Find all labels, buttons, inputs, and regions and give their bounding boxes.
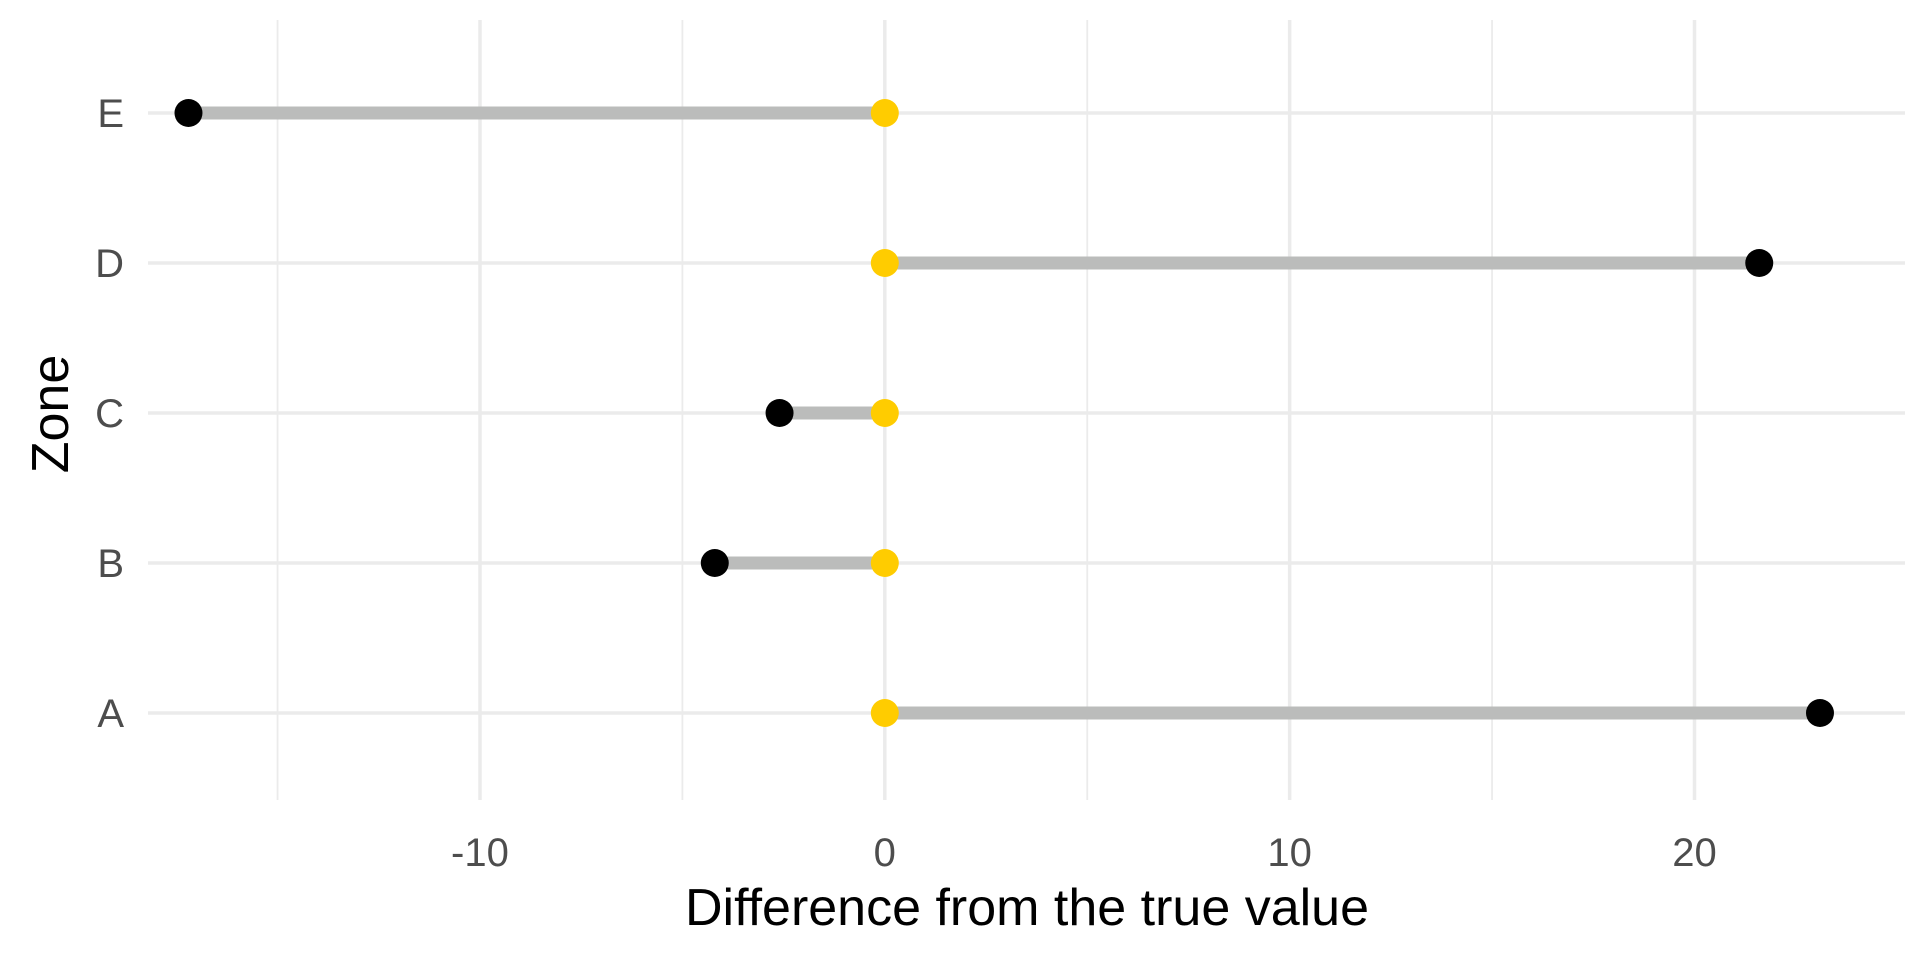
difference-point: [1745, 249, 1774, 277]
y-tick-label: B: [97, 542, 124, 586]
y-axis-title: Zone: [22, 355, 80, 474]
dumbbell-points: [174, 99, 1834, 727]
x-axis-tick-labels: -10 0 10 20: [451, 831, 1717, 875]
difference-point: [765, 399, 794, 427]
true-value-point: [870, 699, 899, 727]
true-value-point: [870, 549, 899, 577]
x-tick-label: 20: [1672, 831, 1717, 875]
difference-point: [1805, 699, 1834, 727]
x-tick-label: -10: [451, 831, 509, 875]
true-value-point: [870, 399, 899, 427]
y-axis-tick-labels: A B C D E: [95, 92, 124, 736]
true-value-point: [870, 99, 899, 127]
difference-point: [700, 549, 729, 577]
difference-point: [174, 99, 203, 127]
y-tick-label: E: [97, 92, 124, 136]
x-tick-label: 10: [1267, 831, 1312, 875]
dumbbell-segments: [188, 106, 1820, 720]
true-value-point: [870, 249, 899, 277]
y-tick-label: C: [95, 392, 124, 436]
x-tick-label: 0: [874, 831, 896, 875]
y-tick-label: D: [95, 242, 124, 286]
grid-lines: [148, 20, 1905, 800]
x-axis-title: Difference from the true value: [685, 879, 1369, 937]
y-tick-label: A: [97, 692, 124, 736]
